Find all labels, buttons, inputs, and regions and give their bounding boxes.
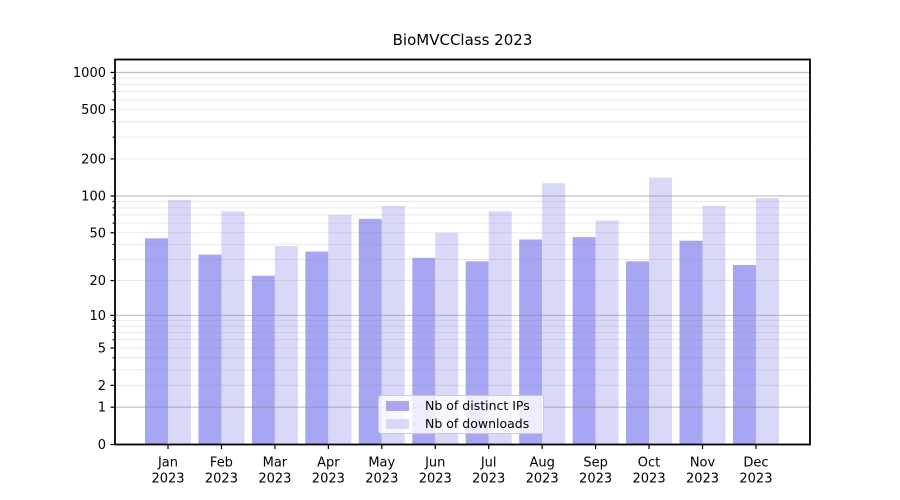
y-tick-label: 50 [89,226,106,241]
bar [381,205,405,445]
legend-entry-downloads: Nb of downloads [386,416,535,431]
legend-label: Nb of downloads [425,416,530,431]
y-tick-label: 1 [98,401,106,416]
x-tick-label: Apr 2023 [312,456,345,487]
bar [145,238,168,445]
legend-swatch-downloads [386,418,409,429]
bar [328,214,352,445]
bar [251,275,275,445]
bar [732,265,756,445]
y-tick-label: 5 [98,342,106,357]
x-tick-label: Oct 2023 [633,456,666,487]
y-tick-label: 100 [81,189,106,204]
y-tick-label: 200 [81,152,106,167]
bar [168,199,191,445]
x-tick-label: May 2023 [365,456,398,487]
bar [488,211,512,445]
y-tick-label: 500 [81,103,106,118]
bar [595,220,619,445]
bar [755,198,779,445]
x-tick-label: Jan 2023 [151,456,184,487]
legend-swatch-distinct-ips [386,400,409,411]
bar [198,254,222,445]
y-tick-label: 2 [98,379,106,394]
x-tick-label: Jul 2023 [472,456,505,487]
legend-entry-distinct-ips: Nb of distinct IPs [386,398,535,413]
x-tick-label: Aug 2023 [526,456,559,487]
x-tick-label: Nov 2023 [686,456,719,487]
bar [519,239,543,445]
plot-frame [114,58,811,446]
bar [542,183,566,445]
legend-label: Nb of distinct IPs [425,398,530,413]
x-tick-label: Sep 2023 [579,456,612,487]
x-tick-label: Mar 2023 [258,456,291,487]
bar [702,205,726,445]
bar [274,245,298,445]
bar [305,251,329,445]
y-tick-label: 0 [98,438,106,453]
x-tick-label: Feb 2023 [205,456,238,487]
y-tick-label: 1000 [73,66,106,81]
x-tick-label: Dec 2023 [739,456,772,487]
x-tick-label: Jun 2023 [419,456,452,487]
y-tick-label: 20 [89,274,106,289]
legend: Nb of distinct IPs Nb of downloads [378,395,544,434]
bar [626,261,650,445]
bar [679,240,703,445]
bar [221,211,245,445]
y-tick-label: 10 [89,309,106,324]
bar [358,218,382,445]
bar [572,237,596,445]
bar [649,177,673,445]
bar [435,232,459,445]
chart-title: BioMVCClass 2023 [392,31,533,49]
